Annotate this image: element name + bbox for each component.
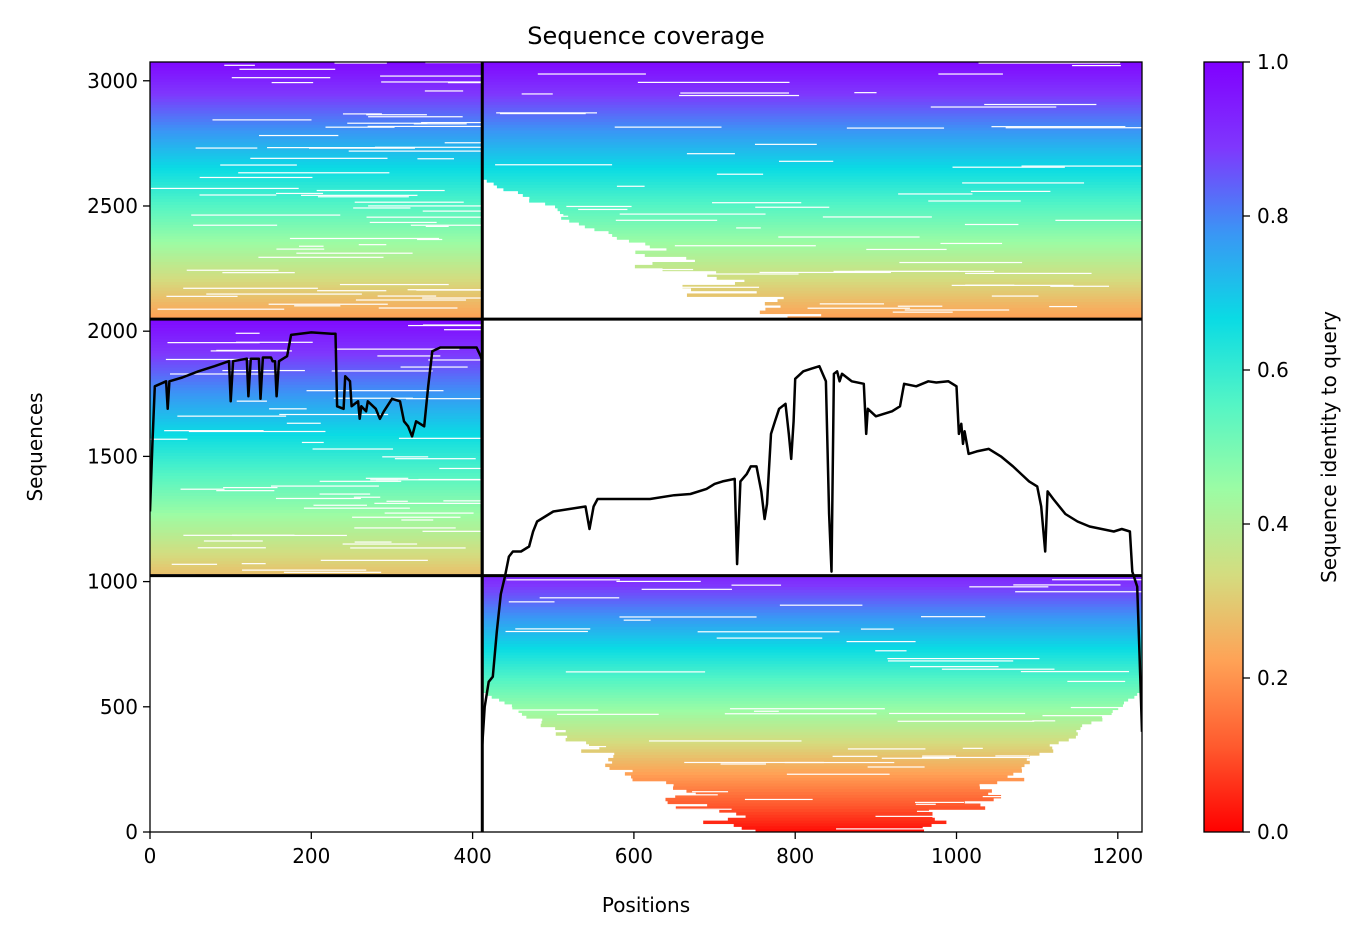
y-axis-label: Sequences	[23, 392, 47, 501]
x-axis-label: Positions	[602, 893, 690, 917]
coverage-block-2	[150, 319, 588, 577]
chart-title: Sequence coverage	[527, 22, 764, 50]
x-tick-label-200: 200	[292, 844, 330, 868]
x-tick-label-600: 600	[615, 844, 653, 868]
x-tick-label-1000: 1000	[931, 844, 982, 868]
coverage-block-1	[482, 62, 1142, 320]
x-tick-label-0: 0	[144, 844, 157, 868]
colorbar-tick-label-2: 0.4	[1257, 512, 1289, 536]
coverage-block-0	[150, 62, 604, 320]
y-tick-label-2000: 2000	[87, 319, 138, 343]
x-tick-label-400: 400	[454, 844, 492, 868]
x-tick-label-800: 800	[776, 844, 814, 868]
colorbar-tick-label-0: 0.0	[1257, 820, 1289, 844]
y-tick-label-0: 0	[125, 820, 138, 844]
colorbar-tick-label-5: 1.0	[1257, 50, 1289, 74]
y-tick-label-3000: 3000	[87, 69, 138, 93]
colorbar-tick-label-4: 0.8	[1257, 204, 1289, 228]
x-axis: 0 200 400 600 800 1000 1200	[144, 832, 1143, 868]
colorbar-tick-label-1: 0.2	[1257, 666, 1289, 690]
coverage-line	[150, 331, 1142, 746]
y-tick-label-500: 500	[100, 695, 138, 719]
colorbar-label: Sequence identity to query	[1317, 311, 1341, 583]
y-tick-label-2500: 2500	[87, 194, 138, 218]
coverage-block-3	[482, 575, 1142, 832]
y-axis: 0 500 1000 1500 2000 2500 3000	[87, 69, 150, 844]
x-tick-label-1200: 1200	[1092, 844, 1143, 868]
colorbar-gradient	[1203, 61, 1244, 833]
y-tick-label-1500: 1500	[87, 444, 138, 468]
colorbar: 0.0 0.2 0.4 0.6 0.8 1.0	[1203, 50, 1289, 844]
y-tick-label-1000: 1000	[87, 570, 138, 594]
plot-area	[150, 62, 1142, 832]
colorbar-tick-label-3: 0.6	[1257, 358, 1289, 382]
plot-frame	[149, 61, 1143, 833]
